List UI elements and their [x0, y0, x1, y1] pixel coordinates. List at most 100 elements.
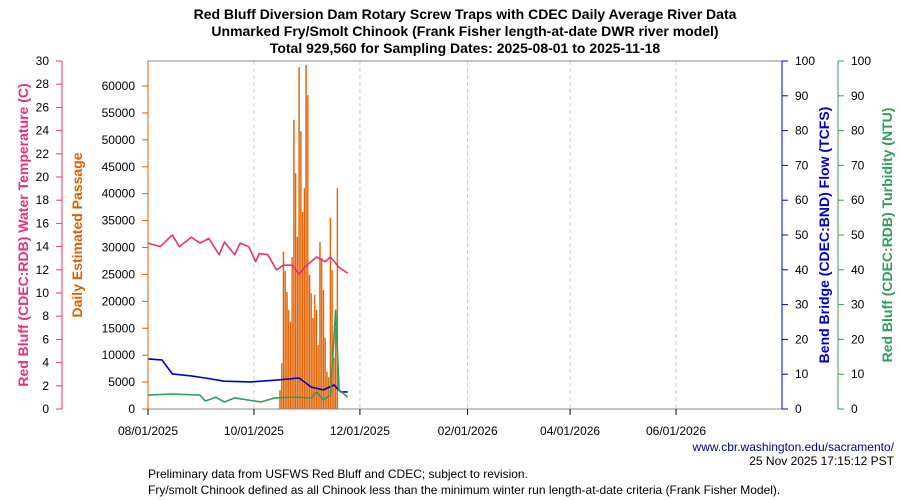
- temperature-tick-label: 6: [42, 332, 49, 346]
- temperature-tick-label: 16: [36, 216, 50, 230]
- flow-tick-label: 100: [795, 54, 815, 68]
- turbidity-axis-label: Red Bluff (CDEC:RDB) Turbidity (NTU): [879, 108, 895, 363]
- temperature-tick-label: 0: [42, 402, 49, 416]
- grid: [253, 61, 677, 409]
- passage-tick-label: 35000: [102, 214, 136, 228]
- temperature-series-line: [147, 234, 349, 276]
- turbidity-tick-label: 20: [851, 332, 865, 346]
- passage-tick-label: 5000: [108, 375, 135, 389]
- passage-bar: [284, 271, 287, 410]
- passage-tick-label: 15000: [102, 321, 136, 335]
- turbidity-series-line: [147, 309, 349, 403]
- flow-tick-label: 30: [795, 298, 809, 312]
- passage-bar: [317, 344, 320, 410]
- passage-tick-label: 60000: [102, 79, 136, 93]
- passage-bar: [310, 293, 313, 410]
- temperature-axis-label: Red Bluff (CDEC:RDB) Water Temperature (…: [15, 83, 31, 386]
- passage-bar: [303, 188, 306, 410]
- temperature-tick-label: 30: [36, 54, 50, 68]
- flow-tick-label: 90: [795, 89, 809, 103]
- turbidity-tick-label: 100: [851, 54, 871, 68]
- x-tick-label: 06/01/2026: [646, 424, 706, 438]
- flow-tick-label: 50: [795, 228, 809, 242]
- passage-bar: [308, 274, 311, 410]
- temperature-tick-label: 22: [36, 147, 50, 161]
- passage-tick-label: 0: [128, 402, 135, 416]
- turbidity-tick-label: 40: [851, 263, 865, 277]
- passage-bar: [322, 289, 325, 410]
- passage-tick-label: 55000: [102, 106, 136, 120]
- temperature-tick-label: 4: [42, 356, 49, 370]
- flow-tick-label: 20: [795, 332, 809, 346]
- turbidity-tick-label: 90: [851, 89, 865, 103]
- passage-bar: [280, 363, 283, 410]
- flow-tick-label: 40: [795, 263, 809, 277]
- flow-series-line: [147, 358, 348, 393]
- passage-bar: [331, 269, 333, 410]
- passage-bar: [291, 257, 293, 410]
- passage-bar: [287, 309, 290, 410]
- temperature-tick-label: 12: [36, 263, 50, 277]
- passage-bar: [334, 328, 337, 410]
- passage-bar: [319, 241, 321, 410]
- flow-tick-label: 10: [795, 367, 809, 381]
- temperature-tick-label: 28: [36, 77, 50, 91]
- passage-bar: [327, 377, 330, 410]
- footnote-2: Fry/smolt Chinook defined as all Chinook…: [148, 483, 780, 497]
- passage-bar: [306, 95, 309, 410]
- passage-bar: [282, 251, 285, 410]
- passage-bar: [315, 309, 318, 410]
- passage-tick-label: 40000: [102, 187, 136, 201]
- turbidity-tick-label: 80: [851, 124, 865, 138]
- turbidity-tick-label: 60: [851, 193, 865, 207]
- source-url[interactable]: www.cbr.washington.edu/sacramento/: [692, 440, 895, 454]
- flow-tick-label: 70: [795, 158, 809, 172]
- axes: 08/01/2025 10/01/2025 12/01/2025 02/01/2026…: [36, 54, 872, 438]
- series-lines: [147, 234, 349, 403]
- passage-bars: [279, 64, 339, 410]
- x-tick-label: 08/01/2025: [118, 424, 178, 438]
- passage-bar: [313, 294, 316, 410]
- turbidity-tick-label: 0: [851, 402, 858, 416]
- x-tick-label: 02/01/2026: [438, 424, 498, 438]
- passage-bar: [296, 236, 299, 410]
- turbidity-tick-label: 50: [851, 228, 865, 242]
- temperature-tick-label: 10: [36, 286, 50, 300]
- passage-tick-label: 50000: [102, 133, 136, 147]
- temperature-tick-label: 14: [36, 240, 50, 254]
- temperature-tick-label: 18: [36, 193, 50, 207]
- x-tick-label: 10/01/2025: [224, 424, 284, 438]
- passage-tick-label: 45000: [102, 160, 136, 174]
- passage-bar: [293, 119, 295, 410]
- passage-axis-label: Daily Estimated Passage: [69, 152, 85, 317]
- flow-tick-label: 60: [795, 193, 809, 207]
- passage-bar: [298, 67, 300, 410]
- passage-bar: [279, 390, 281, 410]
- temperature-tick-label: 26: [36, 100, 50, 114]
- passage-bar: [305, 64, 307, 410]
- chart-title-line1: Red Bluff Diversion Dam Rotary Screw Tra…: [194, 6, 737, 22]
- x-tick-label: 12/01/2025: [330, 424, 390, 438]
- chart-title-line2: Unmarked Fry/Smolt Chinook (Frank Fisher…: [211, 23, 718, 39]
- passage-bar: [294, 173, 297, 410]
- temperature-tick-label: 2: [42, 379, 49, 393]
- passage-tick-label: 10000: [102, 348, 136, 362]
- turbidity-tick-label: 70: [851, 158, 865, 172]
- timestamp: 25 Nov 2025 17:15:12 PST: [749, 454, 894, 468]
- passage-bar: [333, 357, 335, 410]
- chart-title-line3: Total 929,560 for Sampling Dates: 2025-0…: [270, 40, 661, 56]
- temperature-tick-label: 24: [36, 124, 50, 138]
- plot-frame: [147, 60, 783, 410]
- temperature-tick-label: 8: [42, 309, 49, 323]
- passage-bar: [286, 292, 288, 410]
- passage-tick-label: 30000: [102, 241, 136, 255]
- flow-tick-label: 80: [795, 124, 809, 138]
- x-tick-label: 04/01/2026: [540, 424, 600, 438]
- passage-bar: [326, 371, 328, 410]
- temperature-tick-label: 20: [36, 170, 50, 184]
- passage-bar: [289, 321, 292, 410]
- turbidity-tick-label: 30: [851, 298, 865, 312]
- footnote-1: Preliminary data from USFWS Red Bluff an…: [148, 467, 528, 481]
- passage-tick-label: 20000: [102, 294, 136, 308]
